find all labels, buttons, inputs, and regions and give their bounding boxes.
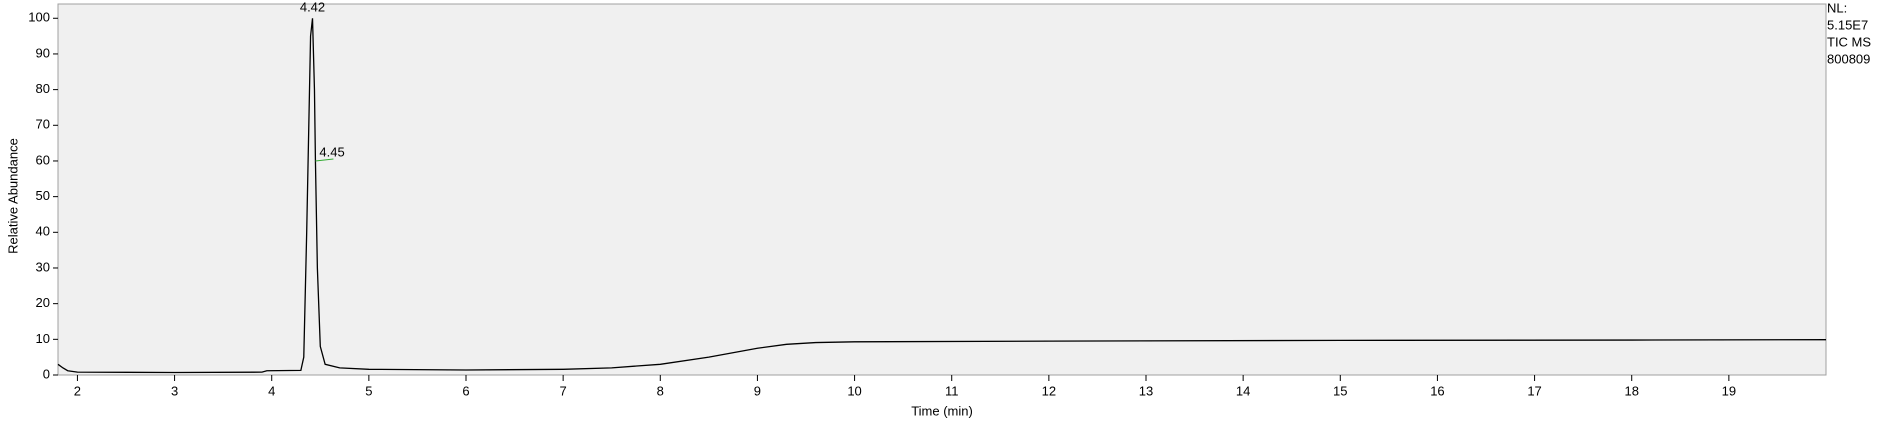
y-tick-label: 80 — [36, 81, 50, 96]
x-tick-label: 5 — [365, 383, 372, 398]
y-tick-label: 50 — [36, 188, 50, 203]
x-tick-label: 17 — [1527, 383, 1541, 398]
x-tick-label: 7 — [560, 383, 567, 398]
y-axis-label: Relative Abundance — [5, 138, 20, 254]
peak-label: 4.42 — [300, 0, 325, 15]
y-tick-label: 0 — [43, 366, 50, 381]
y-tick-label: 20 — [36, 295, 50, 310]
x-tick-label: 12 — [1042, 383, 1056, 398]
info-text: TIC MS — [1827, 34, 1871, 49]
x-tick-label: 19 — [1722, 383, 1736, 398]
peak-label: 4.45 — [319, 144, 344, 159]
peak-marker — [315, 158, 334, 162]
x-tick-label: 6 — [462, 383, 469, 398]
x-tick-label: 9 — [754, 383, 761, 398]
x-tick-label: 16 — [1430, 383, 1444, 398]
x-tick-label: 18 — [1624, 383, 1638, 398]
x-tick-label: 2 — [74, 383, 81, 398]
info-text: 800809 — [1827, 51, 1870, 66]
info-text: NL: — [1827, 0, 1847, 15]
y-tick-label: 90 — [36, 45, 50, 60]
x-tick-label: 10 — [847, 383, 861, 398]
x-tick-label: 14 — [1236, 383, 1250, 398]
x-tick-label: 13 — [1139, 383, 1153, 398]
chromatogram-line — [57, 18, 1827, 374]
x-tick-label: 4 — [268, 383, 275, 398]
y-tick-label: 100 — [28, 10, 50, 25]
x-tick-label: 3 — [171, 383, 178, 398]
y-tick-label: 30 — [36, 259, 50, 274]
y-tick-label: 70 — [36, 117, 50, 132]
y-tick-label: 40 — [36, 224, 50, 239]
plot-area — [57, 3, 1827, 376]
x-tick-label: 15 — [1333, 383, 1347, 398]
y-tick-label: 60 — [36, 152, 50, 167]
x-tick-label: 8 — [657, 383, 664, 398]
y-tick-label: 10 — [36, 331, 50, 346]
x-axis-label: Time (min) — [911, 403, 973, 418]
info-text: 5.15E7 — [1827, 17, 1868, 32]
x-tick-label: 11 — [945, 383, 959, 398]
